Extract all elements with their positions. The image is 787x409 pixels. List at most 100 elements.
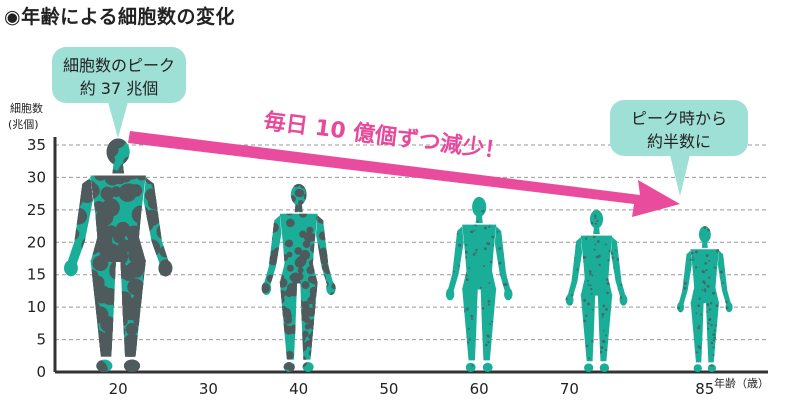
cell-spot [481,307,485,310]
cell-spot [728,293,732,297]
cell-spot [591,339,595,343]
cell-spot [712,353,716,357]
cell-spot [64,152,78,169]
cell-spot [575,220,578,223]
cell-spot [471,364,474,367]
figure-part [475,215,483,224]
cell-spot [570,361,574,365]
cell-spot [505,282,508,286]
cell-spot [261,259,269,267]
cell-spot [327,346,336,357]
cell-spot [159,310,173,325]
cell-spot [716,249,720,253]
cell-spot [294,247,303,255]
cell-spot [499,305,502,308]
cell-spot [593,335,596,338]
cell-spot [475,248,478,252]
cell-spot [701,270,705,273]
cell-spot [296,356,308,368]
cell-spot [481,209,485,213]
cell-spot [579,230,583,234]
cell-spot [593,214,597,218]
cell-spot [621,255,624,258]
cell-spot [328,188,335,195]
cell-spot [571,293,574,297]
cell-spot [712,291,716,295]
cell-spot [594,243,597,246]
cell-spot [571,302,575,306]
cell-spot [474,251,477,254]
cell-spot [299,249,311,261]
cell-spot [688,247,691,251]
cell-spot [82,300,101,319]
cell-spot [489,323,491,326]
cell-spot [684,318,687,321]
figure-part [599,363,610,373]
cell-spot [142,268,160,286]
cell-spot [101,198,120,217]
figure-part [504,287,513,301]
cell-spot [680,228,683,231]
cell-spot [100,186,115,201]
cell-spot [447,266,451,270]
cell-spot [90,275,105,290]
cell-spot [261,348,270,358]
cell-spot [510,229,513,232]
cell-spot [609,212,613,215]
cell-spot [714,360,717,364]
cell-spot [273,192,283,201]
cell-spot [496,206,499,210]
cell-spot [579,347,582,350]
cell-spot [715,304,719,308]
figure-part [462,287,478,361]
cell-spot [71,348,83,360]
cell-spot [64,190,83,210]
cell-spot [507,348,510,350]
cell-spot [713,266,716,269]
cell-spot [721,281,724,284]
cell-spot [64,310,79,328]
cell-spot [323,210,331,218]
cell-spot [723,357,727,361]
cell-spot [143,290,159,307]
cell-spot [589,284,592,287]
cell-spot [710,302,713,305]
cell-spot [708,308,712,311]
cell-spot [160,357,172,368]
figure-part [565,294,574,306]
cell-spot [683,286,687,290]
cell-spot [447,300,450,303]
cell-spot [82,343,98,359]
cell-spot [615,292,618,295]
cell-spot [264,199,274,209]
cell-spot [326,318,336,328]
cell-spot [267,255,276,264]
cell-spot [466,341,470,344]
cell-spot [266,223,277,234]
figure-part [706,301,720,363]
cell-spot [604,334,607,337]
cell-spot [608,249,611,253]
cell-spot [459,218,462,221]
cell-spot [131,359,149,373]
cell-spot [730,325,733,329]
cell-spot [323,225,333,235]
cell-spot [574,333,578,336]
cell-spot [83,336,102,355]
cell-spot [610,257,613,260]
y-tick-label: 25 [27,201,46,219]
figure-part [445,287,455,301]
cell-spot [574,233,577,236]
cell-spot [123,156,134,168]
cell-spot [148,158,161,171]
cell-spot [509,321,512,324]
cell-spot [614,221,617,224]
cell-spot [622,350,626,354]
cell-spot [601,339,605,343]
cell-spot [591,274,594,277]
cell-spot [573,351,577,354]
cell-spot [713,336,717,340]
cell-spot [124,264,140,279]
figure-part [619,294,628,306]
cell-spot [710,323,713,327]
